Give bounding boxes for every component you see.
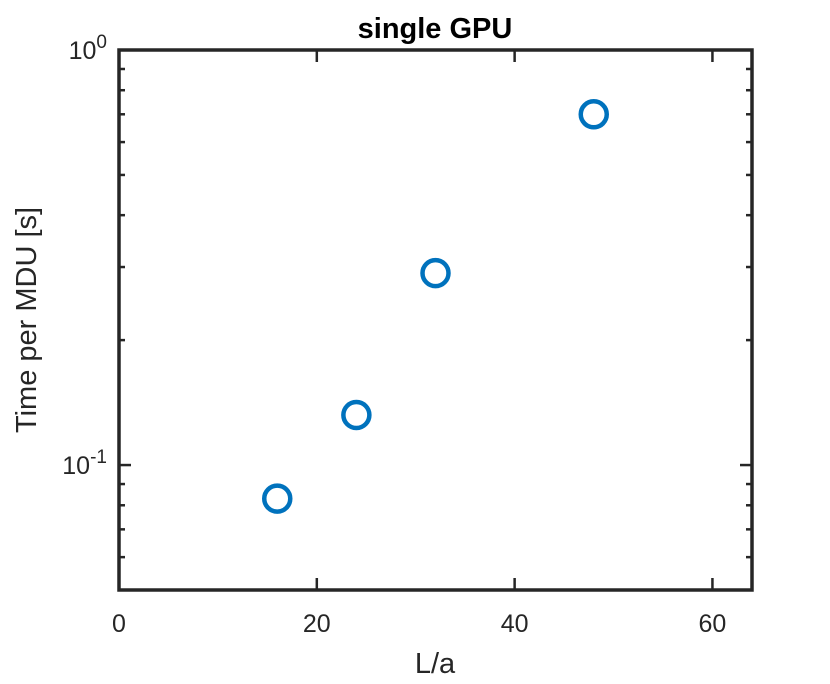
data-point [420, 257, 451, 289]
major-ticks [117, 48, 752, 590]
x-tick-label: 0 [112, 610, 126, 638]
data-points [262, 99, 609, 514]
y-tick-label: 100 [69, 32, 107, 65]
x-tick-labels: 0 20 40 60 [112, 610, 726, 638]
y-axis-label: Time per MDU [s] [11, 207, 43, 433]
plot-frame [117, 48, 754, 592]
data-point [262, 483, 293, 514]
minor-ticks [119, 67, 752, 592]
x-tick-label: 20 [303, 610, 331, 638]
data-point [341, 399, 372, 431]
y-tick-label: 10-1 [62, 447, 107, 480]
x-axis-label: L/a [415, 648, 456, 680]
y-tick-labels: 10-1 100 [62, 32, 107, 480]
x-tick-label: 40 [501, 610, 529, 638]
data-point [578, 99, 609, 130]
chart-title: single GPU [358, 13, 513, 45]
x-tick-label: 60 [699, 610, 727, 638]
